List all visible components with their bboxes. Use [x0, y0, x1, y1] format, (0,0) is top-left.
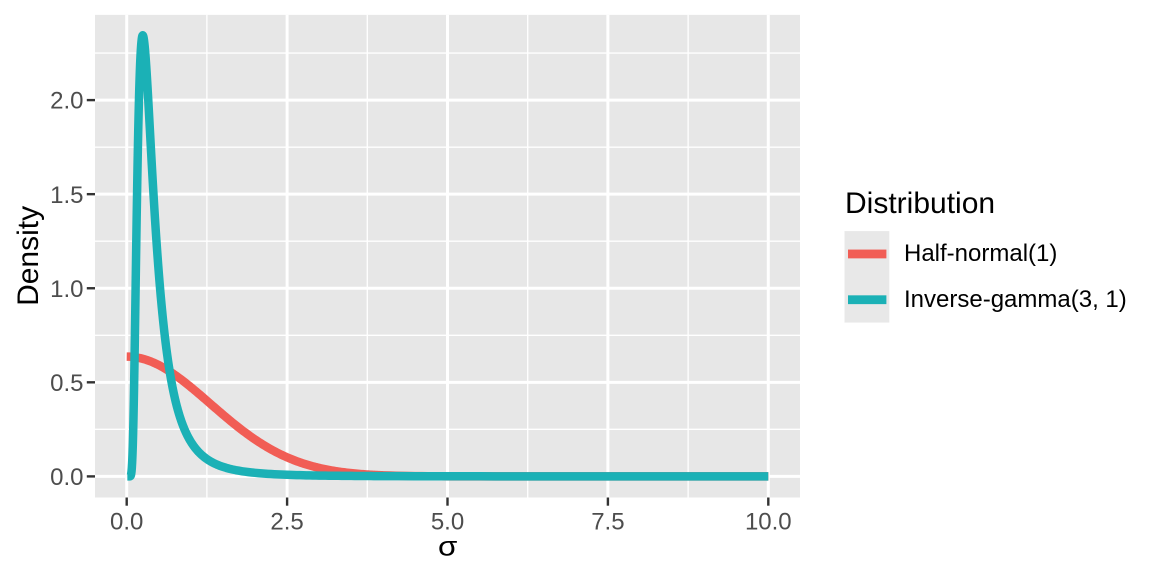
svg-text:Half-normal(1): Half-normal(1): [904, 240, 1057, 267]
svg-text:Inverse-gamma(3, 1): Inverse-gamma(3, 1): [904, 286, 1127, 313]
svg-text:Distribution: Distribution: [845, 187, 995, 220]
svg-text:2.5: 2.5: [270, 508, 303, 535]
svg-text:0.0: 0.0: [110, 508, 143, 535]
svg-text:5.0: 5.0: [431, 508, 464, 535]
svg-text:1.0: 1.0: [50, 276, 83, 303]
svg-text:1.5: 1.5: [50, 182, 83, 209]
svg-text:Density: Density: [12, 206, 45, 306]
svg-text:0.0: 0.0: [50, 464, 83, 491]
svg-text:0.5: 0.5: [50, 370, 83, 397]
svg-text:2.0: 2.0: [50, 88, 83, 115]
svg-text:7.5: 7.5: [591, 508, 624, 535]
svg-text:σ: σ: [438, 531, 457, 562]
svg-text:10.0: 10.0: [745, 508, 792, 535]
